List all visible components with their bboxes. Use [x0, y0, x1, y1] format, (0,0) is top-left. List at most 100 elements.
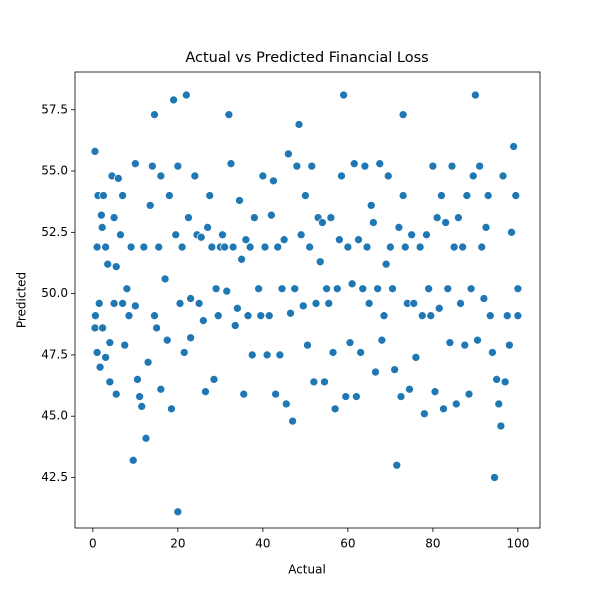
point [315, 257, 325, 267]
point [428, 161, 438, 171]
point [228, 242, 238, 252]
point [90, 147, 100, 156]
point [332, 284, 342, 294]
point [460, 340, 470, 350]
point [260, 242, 270, 252]
point [156, 171, 166, 181]
point [91, 311, 100, 321]
point [324, 299, 334, 308]
point [97, 223, 107, 232]
point [354, 235, 363, 245]
point [375, 159, 385, 169]
point [179, 348, 189, 357]
point [199, 316, 208, 325]
point [103, 259, 113, 269]
point [118, 299, 127, 308]
point [456, 299, 465, 308]
point [392, 460, 402, 470]
point [481, 223, 491, 232]
point [109, 299, 119, 308]
point [451, 399, 461, 409]
point [277, 284, 287, 294]
point [264, 311, 274, 321]
point [241, 235, 251, 245]
point [328, 348, 338, 357]
point [105, 377, 115, 387]
point [322, 284, 331, 294]
point [305, 242, 314, 252]
point [284, 149, 293, 159]
point [128, 455, 138, 465]
point [303, 340, 312, 350]
point [98, 323, 107, 333]
point [318, 218, 327, 227]
point [95, 362, 105, 372]
point [226, 159, 236, 169]
point [437, 191, 446, 200]
point [165, 191, 174, 200]
point [205, 191, 215, 200]
point [307, 161, 317, 171]
point [496, 421, 506, 431]
point [320, 377, 329, 387]
point [424, 284, 433, 294]
point [473, 335, 482, 345]
y-tick-label: 52.5 [41, 225, 68, 239]
point [398, 110, 408, 120]
point [294, 120, 304, 129]
point [173, 507, 183, 517]
point [126, 242, 136, 252]
y-tick-label: 55.0 [41, 164, 68, 178]
x-tick-label: 0 [89, 537, 97, 551]
point [292, 161, 302, 171]
point [454, 213, 463, 222]
point [116, 230, 125, 240]
point [167, 404, 176, 414]
point [366, 201, 376, 210]
point [468, 171, 478, 181]
point [343, 242, 353, 252]
point [381, 259, 391, 269]
point [434, 303, 444, 313]
point [171, 230, 181, 240]
point [131, 159, 140, 169]
point [509, 142, 518, 151]
point [477, 242, 487, 252]
point [237, 254, 246, 264]
point [373, 284, 382, 294]
point [114, 174, 123, 183]
point [411, 353, 421, 362]
point [502, 311, 512, 321]
x-axis-label: Actual [288, 563, 326, 577]
point [439, 404, 448, 414]
point [330, 404, 340, 414]
point [513, 311, 523, 321]
point [407, 230, 416, 240]
point [483, 191, 493, 200]
point [396, 392, 406, 401]
point [271, 389, 280, 399]
point [122, 284, 132, 294]
point [222, 286, 232, 296]
point [507, 227, 516, 237]
point [145, 201, 155, 210]
point [288, 416, 297, 426]
point [364, 299, 374, 308]
point [233, 303, 242, 313]
point [409, 299, 419, 308]
point [358, 284, 368, 294]
point [207, 242, 217, 252]
point [203, 223, 212, 232]
plot-area [90, 90, 523, 517]
point [148, 161, 157, 171]
point [111, 262, 121, 272]
y-tick-label: 50.0 [41, 286, 68, 300]
point [135, 392, 144, 401]
point [349, 159, 359, 169]
point [173, 161, 183, 171]
point [511, 191, 521, 200]
point [383, 171, 393, 181]
point [405, 384, 414, 394]
point [269, 176, 278, 186]
